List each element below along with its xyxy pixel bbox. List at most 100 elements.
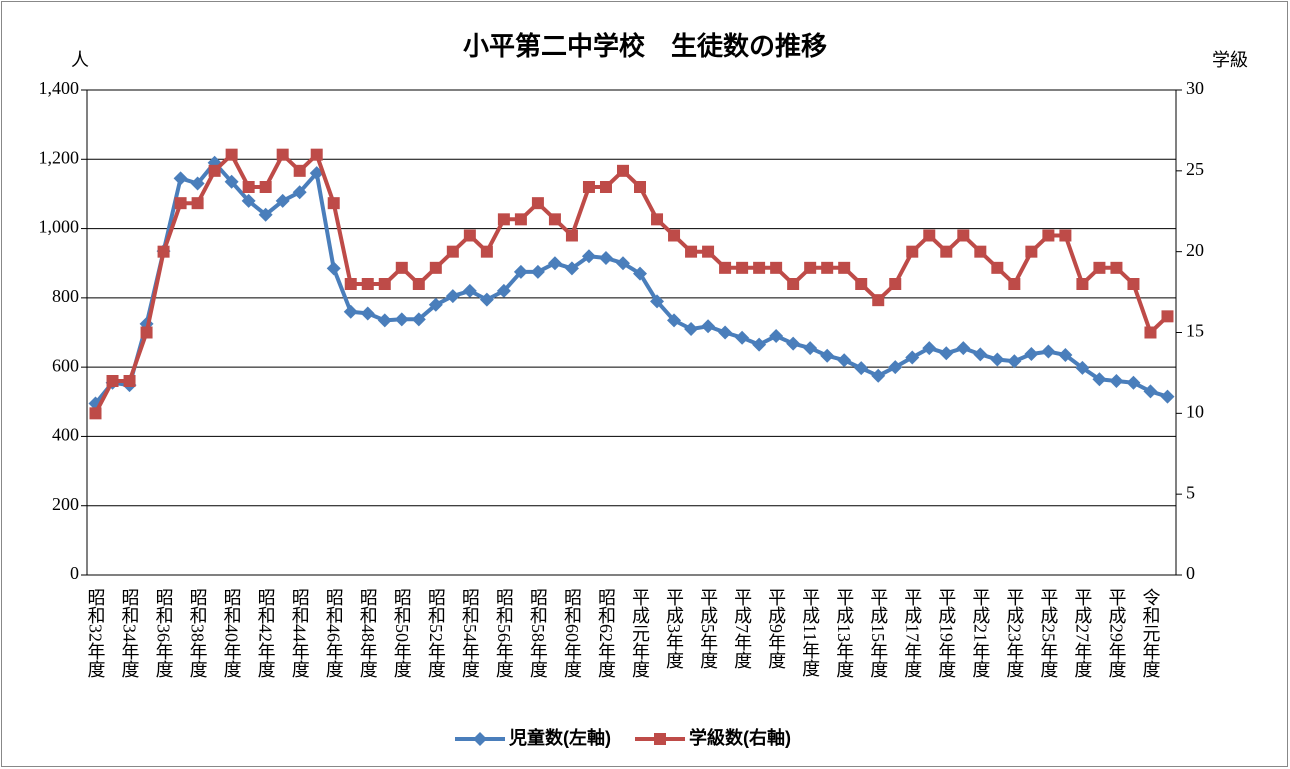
marker — [719, 261, 732, 274]
marker — [1024, 346, 1039, 361]
marker — [888, 360, 903, 375]
y-tick-label: 800 — [52, 286, 79, 306]
marker — [990, 352, 1005, 367]
x-tick-label: 昭和34年度 — [120, 588, 140, 678]
marker — [820, 348, 835, 363]
y2-tick-label: 5 — [1186, 482, 1195, 502]
marker — [752, 337, 767, 352]
x-tick-label: 昭和52年度 — [426, 588, 446, 678]
marker — [838, 261, 851, 274]
marker — [428, 297, 443, 312]
marker — [395, 261, 408, 274]
y-tick-label: 1,000 — [39, 217, 80, 237]
marker — [684, 322, 699, 337]
y2-tick-label: 0 — [1186, 563, 1195, 583]
marker — [821, 261, 834, 274]
x-tick-label: 令和元年度 — [1140, 588, 1160, 678]
marker — [1059, 229, 1072, 242]
marker — [564, 261, 579, 276]
marker — [565, 229, 578, 242]
marker — [668, 229, 681, 242]
marker — [804, 261, 817, 274]
marker — [582, 181, 595, 193]
x-tick-label: 昭和46年度 — [324, 588, 344, 678]
marker — [344, 278, 357, 290]
marker — [598, 251, 613, 266]
marker — [634, 181, 647, 193]
x-tick-label: 平成29年度 — [1106, 588, 1126, 678]
marker — [224, 174, 239, 189]
marker — [1075, 360, 1090, 375]
marker — [736, 261, 749, 274]
marker — [190, 176, 205, 191]
marker — [889, 278, 902, 290]
x-tick-label: 平成元年度 — [630, 588, 650, 678]
marker — [326, 261, 341, 276]
marker — [157, 245, 170, 258]
marker — [735, 330, 750, 345]
marker — [1160, 389, 1175, 404]
marker — [123, 375, 136, 387]
marker — [140, 326, 153, 339]
marker — [855, 278, 868, 290]
marker — [633, 266, 648, 281]
marker — [258, 207, 273, 222]
marker — [394, 312, 409, 327]
y2-axis-label: 学級 — [1212, 50, 1248, 70]
marker — [651, 213, 664, 226]
marker — [581, 249, 596, 264]
marker — [445, 289, 460, 304]
marker — [480, 245, 493, 258]
marker — [1042, 229, 1055, 242]
marker — [429, 261, 442, 274]
marker — [174, 197, 187, 210]
x-tick-label: 昭和58年度 — [528, 588, 548, 678]
marker — [412, 278, 425, 290]
y-tick-label: 200 — [52, 494, 79, 514]
x-tick-label: 昭和36年度 — [154, 588, 174, 678]
x-tick-label: 平成11年度 — [800, 588, 820, 677]
marker — [616, 164, 629, 177]
marker — [446, 245, 459, 258]
x-tick-label: 平成27年度 — [1072, 588, 1092, 678]
marker — [1109, 374, 1124, 388]
marker — [974, 245, 987, 258]
x-tick-label: 平成5年度 — [698, 588, 718, 669]
x-tick-label: 昭和32年度 — [86, 588, 106, 678]
marker — [956, 341, 971, 356]
marker — [872, 294, 885, 307]
y-tick-label: 1,400 — [39, 78, 80, 98]
x-tick-label: 昭和44年度 — [290, 588, 310, 678]
x-tick-label: 平成19年度 — [936, 588, 956, 678]
marker — [1058, 348, 1073, 363]
y-tick-label: 400 — [52, 425, 79, 445]
x-tick-label: 昭和42年度 — [256, 588, 276, 678]
marker — [378, 278, 391, 290]
marker — [803, 341, 818, 356]
marker — [599, 181, 612, 193]
y-axis-label: 人 — [71, 50, 89, 70]
y2-tick-label: 25 — [1186, 159, 1204, 179]
marker — [411, 312, 426, 327]
series-line — [93, 160, 1169, 405]
marker — [922, 341, 937, 356]
marker — [923, 229, 936, 242]
marker — [292, 185, 307, 200]
marker — [479, 292, 494, 307]
marker — [1093, 261, 1106, 274]
x-tick-label: 昭和40年度 — [222, 588, 242, 678]
x-tick-label: 平成21年度 — [970, 588, 990, 678]
marker — [1127, 278, 1140, 290]
marker — [530, 264, 545, 279]
x-tick-label: 昭和56年度 — [494, 588, 514, 678]
marker — [871, 368, 886, 383]
marker — [462, 283, 477, 298]
marker — [1126, 375, 1141, 390]
x-tick-label: 昭和54年度 — [460, 588, 480, 678]
marker — [208, 164, 221, 177]
marker — [770, 261, 783, 274]
marker — [787, 278, 800, 290]
y-tick-label: 600 — [52, 355, 79, 375]
